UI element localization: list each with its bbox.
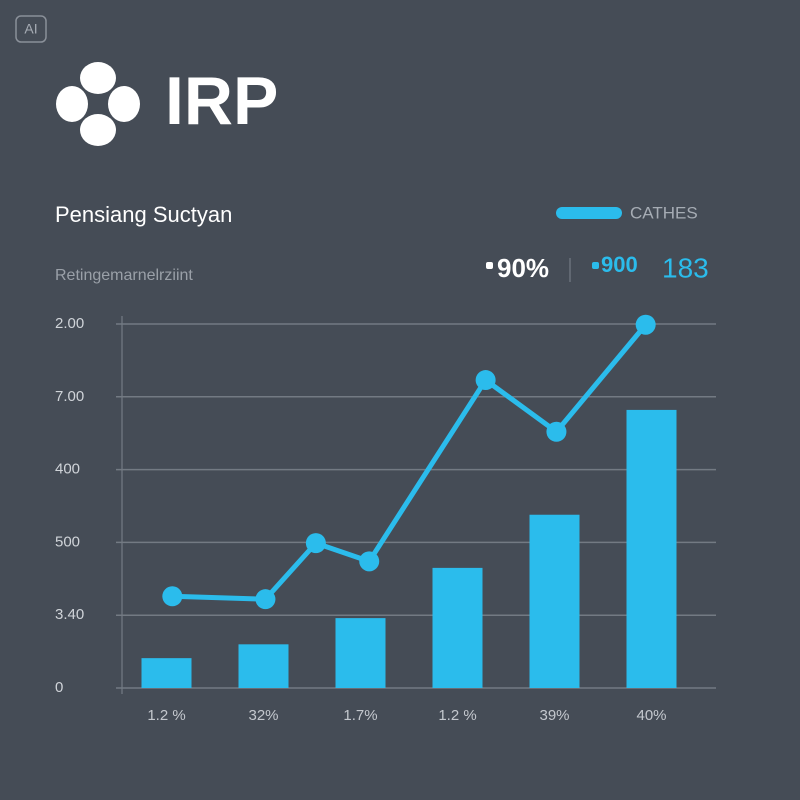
x-tick-label: 32% xyxy=(248,707,278,724)
stat-dot xyxy=(592,262,599,269)
line-point xyxy=(162,586,183,607)
stat-dot xyxy=(486,262,493,269)
y-tick-label: 2.00 xyxy=(55,315,84,332)
y-tick-label: 0 xyxy=(55,679,63,696)
chart-title: Pensiang Suctyan xyxy=(55,202,232,227)
bar xyxy=(529,514,580,688)
line-point xyxy=(305,533,326,554)
line-point xyxy=(359,551,380,572)
bar xyxy=(141,658,192,688)
line-point xyxy=(635,314,656,335)
logo-mark xyxy=(56,62,140,146)
stat: 900 xyxy=(601,252,638,277)
y-tick-label: 7.00 xyxy=(55,388,84,405)
y-tick-label: 400 xyxy=(55,461,80,478)
stat: 90% xyxy=(497,253,549,283)
x-tick-label: 1.2 % xyxy=(147,707,185,724)
legend-label: CATHES xyxy=(630,203,698,222)
y-tick-label: 500 xyxy=(55,533,80,550)
x-tick-label: 39% xyxy=(539,707,569,724)
logo-text: IRP xyxy=(165,63,278,139)
subtitle: Retingemarnelrziint xyxy=(55,267,193,284)
badge-frame xyxy=(15,15,47,43)
line-point xyxy=(255,589,276,610)
x-tick-label: 40% xyxy=(636,707,666,724)
bar xyxy=(626,409,677,688)
bar xyxy=(335,618,386,688)
line-point xyxy=(546,421,567,442)
badge: AI xyxy=(24,21,37,37)
bar xyxy=(238,644,289,688)
y-tick-label: 3.40 xyxy=(55,606,84,623)
line-point xyxy=(475,370,496,391)
stat: 183 xyxy=(662,252,709,283)
x-tick-label: 1.7% xyxy=(343,707,377,724)
x-tick-label: 1.2 % xyxy=(438,707,476,724)
bar xyxy=(432,567,483,688)
